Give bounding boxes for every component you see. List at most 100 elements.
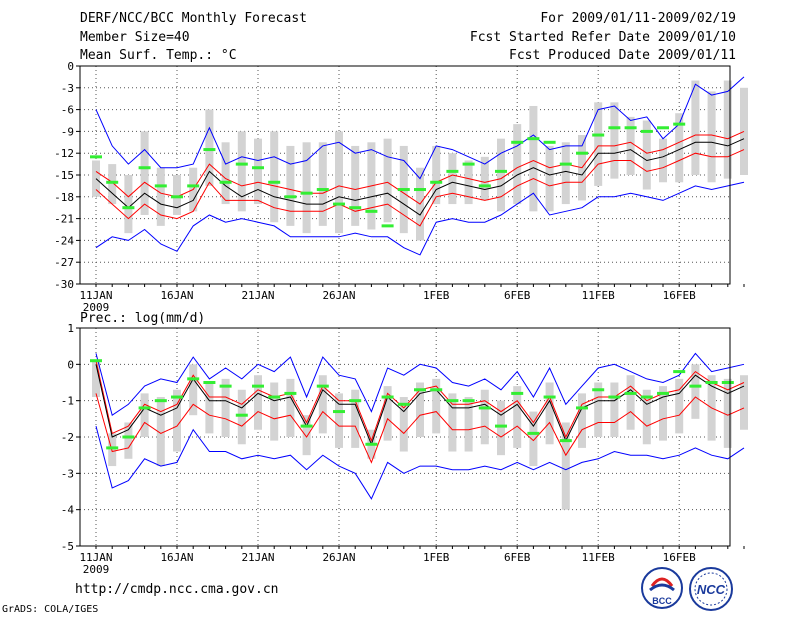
- panel2-spread-box: [659, 386, 667, 441]
- panel2-observed-mark: [171, 395, 183, 399]
- panel2-spread-box: [529, 411, 538, 467]
- panel2-observed-mark: [705, 381, 718, 384]
- panel1-spread-box: [723, 80, 732, 179]
- source-url[interactable]: http://cmdp.ncc.cma.gov.cn: [75, 582, 279, 597]
- panel2-observed-mark: [592, 388, 605, 392]
- panel2-spread-box: [416, 382, 424, 437]
- panel1-spread-box: [529, 105, 538, 212]
- panel1-spread-box: [286, 145, 295, 226]
- chart-title: DERF/NCC/BCC Monthly Forecast: [80, 11, 307, 26]
- panel2-spread-box: [432, 378, 441, 434]
- panel1-observed-mark: [300, 191, 313, 195]
- panel1-spread-box: [691, 80, 700, 175]
- panel2-y-tick-label: 0: [67, 358, 74, 371]
- panel1-observed-mark: [333, 202, 345, 206]
- panel2-spread-box: [399, 397, 408, 452]
- panel1-observed-mark: [511, 140, 524, 144]
- panel2-spread-box: [513, 386, 522, 448]
- panel1-observed-mark: [171, 195, 183, 199]
- panel2-y-tick-label: -2: [61, 431, 74, 444]
- panel2-observed-mark: [414, 388, 426, 392]
- panel1-observed-mark: [106, 180, 119, 184]
- grads-credit: GrADS: COLA/IGES: [2, 604, 99, 615]
- panel1-spread-box: [335, 131, 343, 234]
- panel2-lower-spread-line: [95, 393, 745, 464]
- panel2-spread-box: [626, 375, 635, 430]
- panel2-spread-box: [740, 375, 748, 430]
- panel2-observed-mark: [300, 424, 313, 428]
- panel2-x-tick-label: 21JAN: [241, 551, 274, 564]
- panel2-observed-mark: [559, 439, 572, 443]
- panel2-observed-mark: [365, 442, 378, 446]
- panel1-observed-mark: [414, 188, 426, 192]
- panel1-spread-box: [610, 102, 619, 179]
- panel1-spread-box: [545, 145, 554, 212]
- panel2-spread-box: [156, 397, 165, 467]
- panel2-spread-box: [545, 382, 554, 445]
- panel2-spread-box: [140, 393, 149, 437]
- panel1-observed-mark: [527, 137, 540, 141]
- panel1-lower-envelope-line: [95, 181, 745, 256]
- panel2-x-tick-label: 11JAN: [79, 551, 112, 564]
- panel2-spread-box: [610, 382, 619, 437]
- panel1-observed-mark: [592, 133, 605, 137]
- panel1-observed-mark: [268, 180, 281, 184]
- panel1-observed-mark: [608, 126, 621, 130]
- panel2-spread-box: [351, 389, 360, 448]
- panel2-observed-mark: [219, 384, 232, 388]
- panel2-observed-mark: [333, 410, 345, 414]
- panel2-observed-mark: [154, 399, 167, 403]
- panel2-observed-mark: [349, 399, 362, 403]
- panel1-observed-mark: [478, 184, 491, 188]
- panel1-x-tick-label: 6FEB: [504, 289, 531, 302]
- panel2-lower-envelope-line: [95, 425, 745, 500]
- panel2-observed-mark: [138, 406, 151, 410]
- panel1-y-tick-label: -3: [61, 82, 74, 95]
- panel2-spread-box: [318, 375, 327, 434]
- panel2-observed-mark: [689, 384, 702, 388]
- panel2-observed-mark: [657, 391, 669, 395]
- panel1-x-tick-label: 21JAN: [241, 289, 274, 302]
- panel2-spread-box: [335, 393, 343, 448]
- panel2-spread-box: [189, 364, 198, 416]
- panel1-spread-box: [221, 142, 230, 205]
- panel2-x-tick-label: 1FEB: [423, 551, 450, 564]
- panel2-spread-box: [561, 422, 570, 510]
- bcc-logo: BCC: [641, 567, 683, 609]
- panel1-spread-box: [561, 142, 570, 205]
- panel1-spread-box: [302, 142, 311, 234]
- panel1-y-tick-label: -24: [54, 234, 74, 247]
- panel1-spread-box: [642, 120, 651, 190]
- panel1-y-tick-label: -27: [54, 256, 74, 269]
- panel2-observed-mark: [284, 391, 297, 395]
- panel1-observed-mark: [122, 206, 135, 210]
- panel1-spread-box: [318, 142, 327, 226]
- panel1-observed-mark: [446, 169, 459, 173]
- panel2-year-label: 2009: [83, 563, 110, 576]
- panel1-y-tick-label: -15: [54, 169, 74, 182]
- panel1-observed-mark: [235, 162, 248, 166]
- panel2-spread-box: [124, 422, 133, 459]
- panel1-spread-box: [513, 124, 522, 205]
- panel1-spread-box: [707, 91, 716, 183]
- panel1-spread-box: [659, 138, 667, 183]
- panel1-spread-box: [237, 131, 246, 212]
- panel1-observed-mark: [138, 166, 151, 170]
- panel2-x-tick-label: 6FEB: [504, 551, 531, 564]
- panel1-spread-box: [448, 153, 457, 205]
- panel2-observed-mark: [252, 384, 264, 388]
- panel1-y-tick-label: -6: [61, 104, 74, 117]
- panel2-spread-box: [270, 382, 279, 441]
- panel2-observed-mark: [624, 391, 637, 395]
- panel2-x-tick-label: 26JAN: [322, 551, 355, 564]
- svg-text:BCC: BCC: [652, 596, 672, 606]
- panel2-spread-box: [448, 393, 457, 452]
- panel1-spread-box: [254, 138, 262, 205]
- panel2-spread-box: [723, 378, 732, 448]
- panel2-spread-box: [237, 389, 246, 445]
- panel1-spread-box: [124, 175, 133, 234]
- panel1-observed-mark: [640, 129, 653, 133]
- panel1-spread-box: [351, 145, 360, 226]
- panel2-observed-mark: [576, 406, 588, 410]
